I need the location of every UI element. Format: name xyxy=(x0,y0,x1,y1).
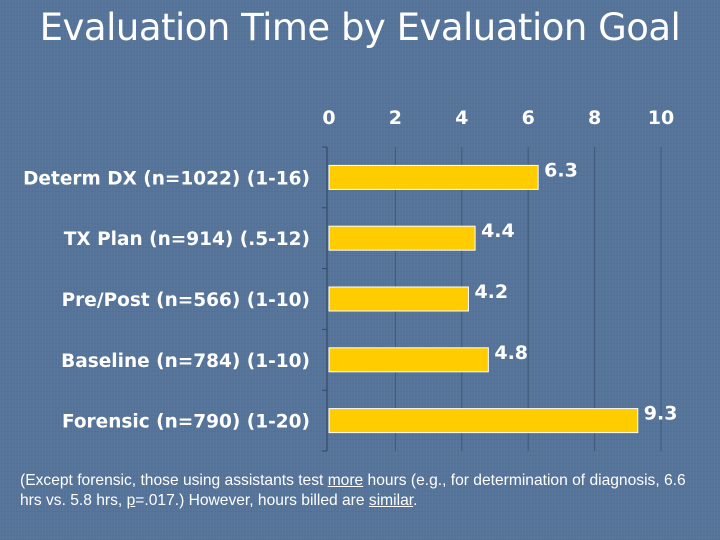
category-label: Baseline (n=784) (1-10) xyxy=(61,351,310,372)
x-tick-label: 6 xyxy=(522,107,535,129)
data-label: 4.2 xyxy=(474,281,508,303)
bar xyxy=(328,286,469,312)
labels: 0 2 4 6 8 10 Determ DX (n=1022) (1-16) 6.3 TX Pl… xyxy=(23,107,677,433)
slide-title: Evaluation Time by Evaluation Goal xyxy=(39,6,681,49)
data-label: 6.3 xyxy=(544,159,578,181)
footnote-text-2: hours (e.g., for determination of diagno… xyxy=(20,472,686,509)
x-tick-label: 0 xyxy=(322,107,335,129)
x-tick-label: 8 xyxy=(588,107,601,129)
x-tick-label: 10 xyxy=(648,107,674,129)
category-label: Forensic (n=790) (1-20) xyxy=(62,412,310,433)
x-tick-label: 2 xyxy=(389,107,402,129)
footnote-emphasis-p: p xyxy=(126,492,136,509)
bar xyxy=(328,408,639,434)
footnote-text-1: (Except forensic, those using assistants… xyxy=(20,472,328,489)
footnote-emphasis-more: more xyxy=(327,472,364,489)
axis xyxy=(322,146,328,452)
footnote-emphasis-similar: similar xyxy=(368,492,414,509)
footnote-text-4: . xyxy=(413,492,418,509)
category-label: Pre/Post (n=566) (1-10) xyxy=(62,290,310,311)
bars xyxy=(328,164,639,434)
bar xyxy=(328,164,539,190)
category-label: TX Plan (n=914) (.5-12) xyxy=(64,229,310,250)
data-label: 9.3 xyxy=(644,403,678,425)
bar xyxy=(328,225,476,251)
data-label: 4.8 xyxy=(494,342,528,364)
bar xyxy=(328,347,489,373)
data-label: 4.4 xyxy=(481,220,515,242)
footnote: (Except forensic, those using assistants… xyxy=(20,471,710,511)
footnote-text-3: =.017.) However, hours billed are xyxy=(135,492,369,509)
x-tick-label: 4 xyxy=(455,107,468,129)
category-label: Determ DX (n=1022) (1-16) xyxy=(23,168,310,189)
